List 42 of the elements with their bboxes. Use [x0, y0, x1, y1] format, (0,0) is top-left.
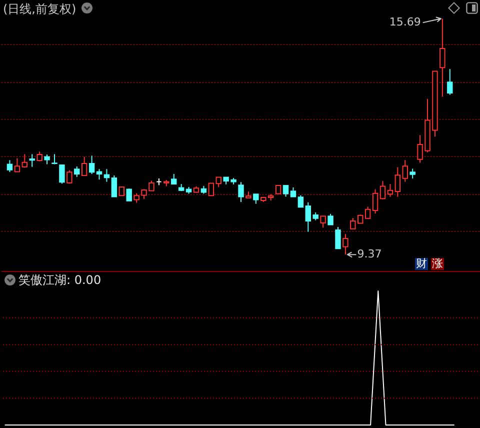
candlestick	[320, 216, 326, 228]
candlestick	[372, 188, 378, 214]
annotation: 涨	[431, 257, 444, 270]
candlestick	[364, 206, 371, 219]
annotation: 财	[415, 257, 428, 270]
candlestick	[170, 173, 177, 185]
candlestick	[59, 164, 65, 184]
chart-title: 笑傲江湖: 0.00	[18, 273, 102, 287]
candlestick	[380, 180, 386, 200]
candlestick	[66, 170, 72, 184]
candlestick	[22, 154, 28, 168]
candlestick	[290, 186, 296, 198]
candlestick	[6, 160, 13, 173]
candlestick	[328, 213, 334, 226]
candlestick	[81, 156, 88, 176]
candlestick	[253, 194, 259, 204]
annotation: 9.37	[357, 248, 382, 261]
chart-title: (日线,前复权)	[3, 2, 76, 16]
annotation: 15.69	[389, 16, 421, 29]
candlestick	[298, 194, 304, 208]
candlestick	[126, 188, 132, 202]
candlestick	[216, 176, 222, 188]
candlestick	[208, 182, 214, 196]
candlestick	[440, 18, 446, 98]
candlestick	[342, 234, 348, 256]
candlestick	[402, 160, 408, 182]
candlestick	[88, 155, 95, 174]
candlestick	[410, 168, 416, 179]
candlestick	[29, 154, 35, 168]
candlestick	[44, 154, 50, 165]
candlestick	[74, 166, 80, 178]
candlestick	[394, 166, 401, 198]
candlestick	[238, 182, 244, 202]
candlestick	[96, 168, 102, 180]
candlestick	[335, 226, 341, 250]
candlestick	[111, 174, 118, 198]
candlestick	[282, 185, 289, 198]
candlestick	[36, 151, 42, 162]
candlestick	[14, 158, 20, 172]
candlestick	[104, 168, 110, 182]
candlestick	[387, 184, 394, 198]
candlestick	[447, 68, 453, 96]
